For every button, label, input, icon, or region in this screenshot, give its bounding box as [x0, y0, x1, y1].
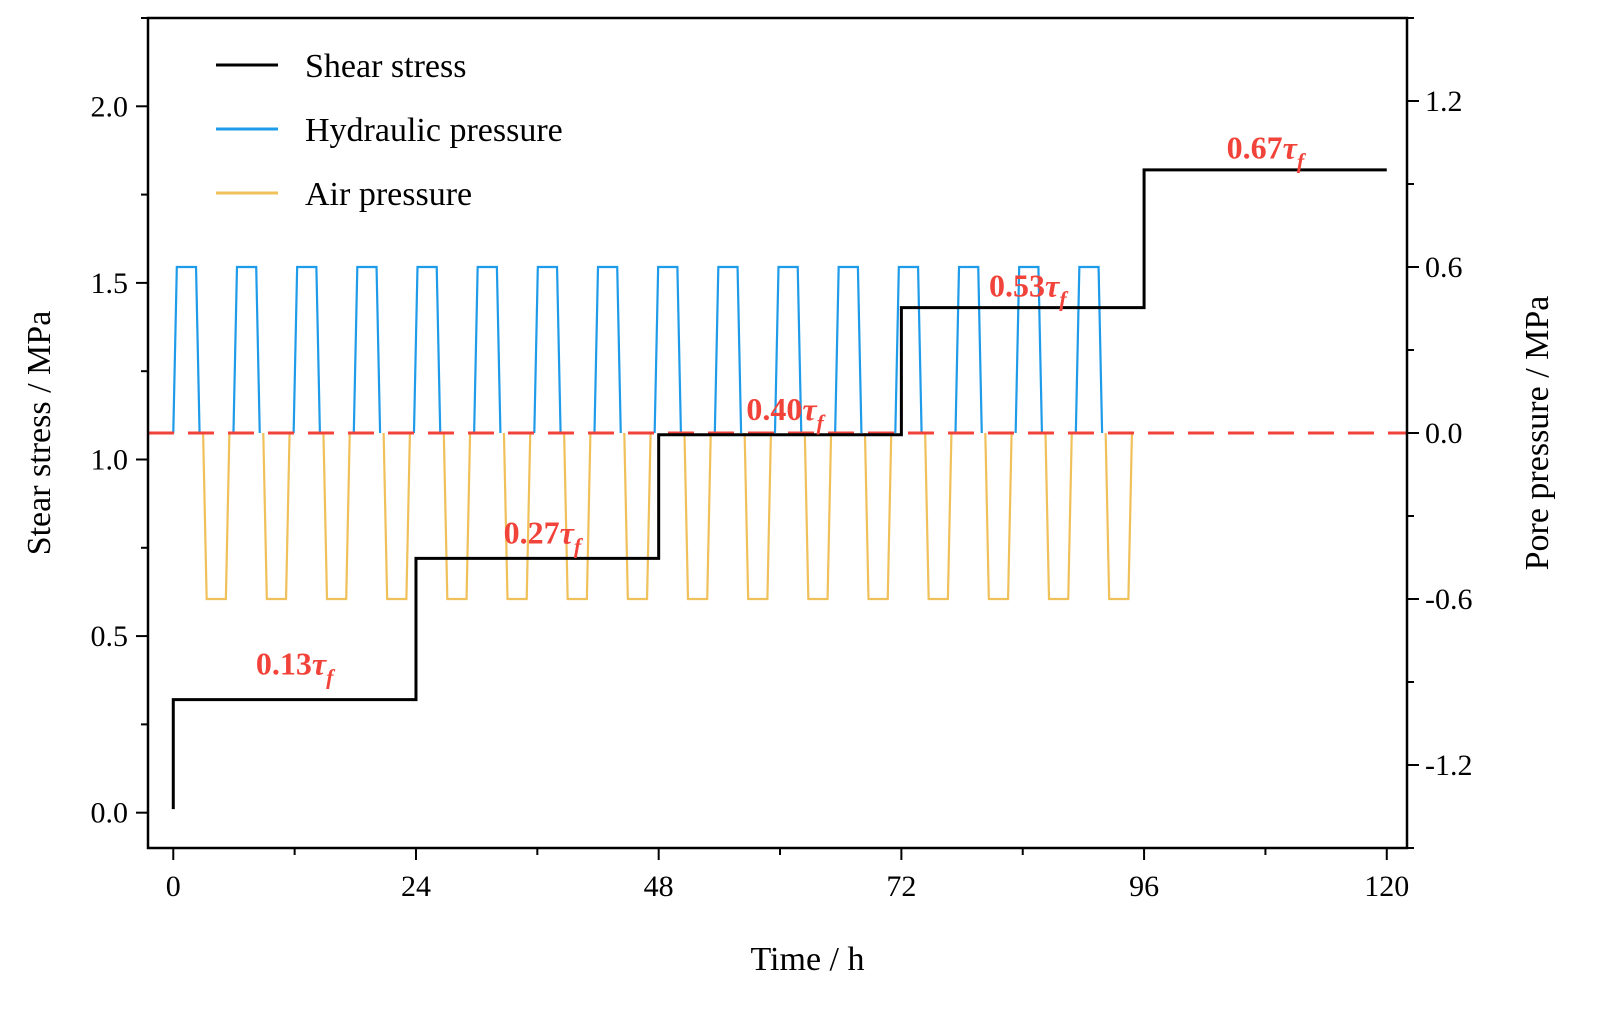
legend-label: Shear stress	[305, 48, 466, 85]
legend-label: Hydraulic pressure	[305, 112, 563, 149]
legend-label: Air pressure	[305, 176, 472, 213]
legend: Shear stress Hydraulic pressure Air pressu…	[216, 48, 563, 213]
stress-level-label: 0.40τf	[746, 391, 826, 435]
y-left-tick-label: 0.5	[91, 620, 129, 653]
plot-area	[148, 168, 1407, 810]
x-tick-label: 120	[1364, 870, 1409, 903]
y-right-tick-label: 1.2	[1425, 85, 1463, 118]
x-tick-label: 48	[644, 870, 674, 903]
y-left-tick-label: 0.0	[91, 797, 129, 830]
x-tick-label: 72	[886, 870, 916, 903]
stress-level-label: 0.27τf	[504, 515, 584, 559]
y-right-tick-label: 0.6	[1425, 251, 1463, 284]
stress-level-label: 0.53τf	[989, 267, 1069, 311]
x-axis-title: Time / h	[750, 941, 864, 978]
air-pressure-series	[202, 432, 1134, 601]
x-tick-label: 96	[1129, 870, 1159, 903]
hydraulic-pressure-series	[172, 265, 1104, 434]
stress-level-label: 0.67τf	[1227, 130, 1307, 174]
x-tick-label: 0	[166, 870, 181, 903]
y-left-tick-label: 1.0	[91, 443, 129, 476]
x-tick-label: 24	[401, 870, 431, 903]
y-right-tick-label: -1.2	[1425, 749, 1473, 782]
annotations: 0.13τf 0.27τf 0.40τf 0.53τf 0.67τf	[256, 130, 1307, 690]
y-right-axis-title: Pore pressure / MPa	[1519, 296, 1556, 571]
shear-stress-series	[171, 168, 1387, 810]
axes: 0 24 48 72 96 120 Time / h 0.0 0.5 1.0 1.5 2.0 Stear…	[21, 16, 1556, 978]
y-right-tick-label: 0.0	[1425, 417, 1463, 450]
y-left-tick-label: 1.5	[91, 267, 129, 300]
y-right-tick-label: -0.6	[1425, 583, 1473, 616]
y-left-axis-title: Stear stress / MPa	[21, 311, 58, 556]
stress-level-label: 0.13τf	[256, 645, 336, 689]
y-left-tick-label: 2.0	[91, 90, 129, 123]
